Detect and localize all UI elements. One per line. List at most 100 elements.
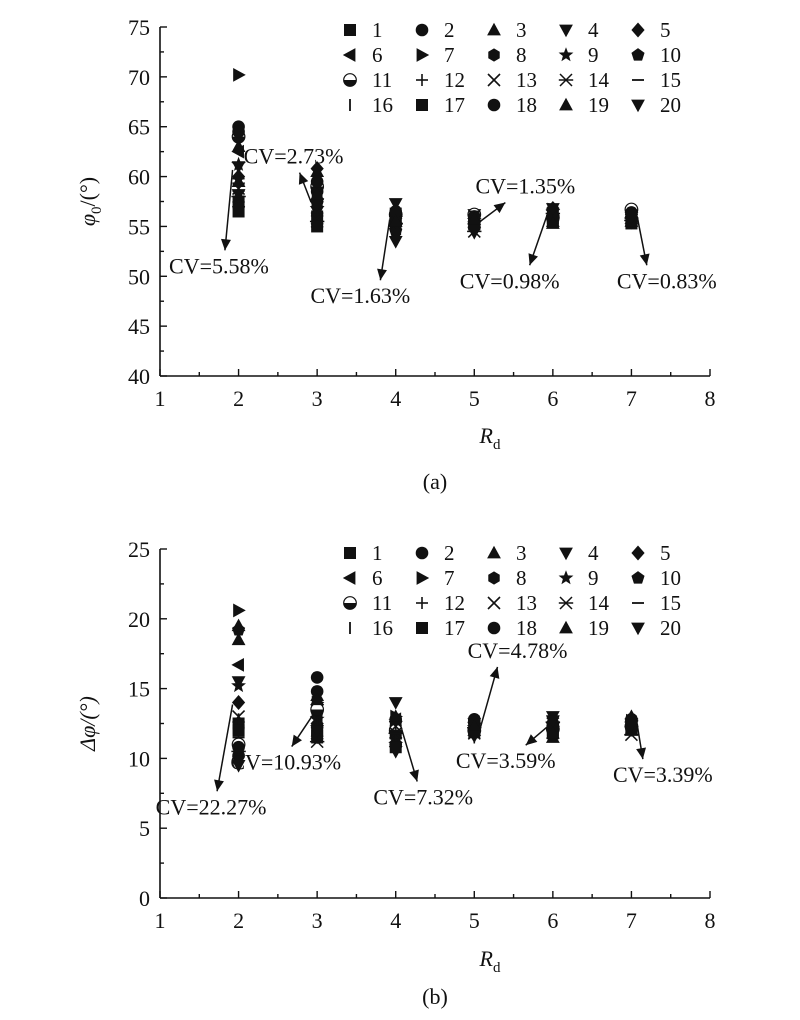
data-point-series-18 <box>232 740 245 754</box>
legend-label: 14 <box>588 68 610 92</box>
legend-label: 15 <box>660 68 681 92</box>
data-point-series-7 <box>233 603 246 618</box>
data-point-series-4 <box>388 697 403 710</box>
cv-label: CV=5.58% <box>169 253 269 278</box>
legend-label: 11 <box>372 68 392 92</box>
cv-label: CV=0.83% <box>617 268 717 293</box>
x-tick-label: 5 <box>469 386 480 411</box>
legend-label: 6 <box>372 43 383 67</box>
x-tick-label: 7 <box>626 908 637 933</box>
legend-item: 15 <box>632 591 681 615</box>
x-tick-label: 8 <box>705 386 716 411</box>
x-axis-title: Rd <box>479 946 501 976</box>
legend-marker <box>559 547 573 561</box>
legend-item: 14 <box>558 68 610 92</box>
legend-label: 11 <box>372 591 392 615</box>
legend-item: 8 <box>488 43 527 67</box>
legend-item: 18 <box>487 616 537 640</box>
legend-label: 8 <box>516 566 527 590</box>
data-point-series-19 <box>310 187 325 200</box>
legend-marker <box>342 48 356 62</box>
y-tick-label: 45 <box>128 314 150 339</box>
legend-marker <box>416 48 430 62</box>
legend-marker <box>558 596 574 610</box>
legend-marker <box>415 546 429 560</box>
cv-annotation: CV=1.35% <box>475 174 575 222</box>
data-point-series-17 <box>311 220 324 233</box>
legend-item: 9 <box>558 566 599 590</box>
legend-item: 4 <box>559 18 599 42</box>
cv-label: CV=10.93% <box>230 750 341 775</box>
data-point-series-20 <box>624 719 639 733</box>
legend-label: 13 <box>516 591 537 615</box>
legend-label: 3 <box>516 18 527 42</box>
y-tick-label: 70 <box>128 65 150 90</box>
data-point-series-20 <box>624 212 639 225</box>
legend-label: 9 <box>588 566 599 590</box>
cv-label: CV=1.63% <box>310 283 410 308</box>
legend-item: 4 <box>559 541 599 565</box>
cv-arrowhead <box>291 734 302 747</box>
legend-item: 10 <box>631 566 681 590</box>
cv-label: CV=1.35% <box>475 174 575 199</box>
y-tick-label: 0 <box>139 886 150 911</box>
legend-label: 20 <box>660 93 681 117</box>
legend-item: 13 <box>487 591 537 615</box>
legend-marker <box>416 571 430 585</box>
cv-annotation: CV=3.59% <box>456 726 556 773</box>
data-point-series-18 <box>232 125 245 138</box>
panel-tag: (a) <box>423 469 447 494</box>
legend-item: 5 <box>631 18 671 42</box>
cv-annotation: CV=0.83% <box>617 217 717 293</box>
legend-label: 6 <box>372 566 383 590</box>
cv-annotation: CV=4.78% <box>468 638 567 729</box>
legend-label: 7 <box>444 43 455 67</box>
data-point-series-19 <box>231 618 246 632</box>
data-point-series-20 <box>388 746 403 759</box>
data-point-series-5 <box>310 161 324 177</box>
data-point-series-7 <box>233 67 246 82</box>
cv-arrow <box>216 704 234 792</box>
legend-marker <box>487 596 501 610</box>
x-tick-label: 7 <box>626 386 637 411</box>
data-point-series-2 <box>310 671 324 684</box>
data-point-series-6 <box>231 657 244 672</box>
cv-annotation: CV=2.73% <box>244 144 343 203</box>
legend-item: 11 <box>343 591 392 615</box>
data-point-series-4 <box>231 759 246 773</box>
cv-annotation: CV=22.27% <box>156 704 266 819</box>
x-tick-label: 2 <box>233 386 244 411</box>
cv-annotation: CV=3.39% <box>613 726 713 787</box>
x-tick-label: 1 <box>155 386 166 411</box>
legend-label: 20 <box>660 616 681 640</box>
legend-marker <box>487 545 501 559</box>
legend-item: 19 <box>559 93 609 117</box>
cv-arrowhead <box>298 172 309 185</box>
data-point-series-19 <box>545 726 560 739</box>
y-tick-label: 15 <box>128 677 150 702</box>
data-point-series-20 <box>231 676 246 689</box>
legend-marker <box>487 22 501 36</box>
y-tick-label: 55 <box>128 214 150 239</box>
legend-item: 17 <box>416 93 465 117</box>
data-point-series-20 <box>545 715 560 728</box>
x-tick-label: 3 <box>312 908 323 933</box>
cv-arrowhead <box>636 747 647 760</box>
data-point-series-19 <box>310 692 325 706</box>
legend-label: 3 <box>516 541 527 565</box>
data-point-series-18 <box>389 205 403 218</box>
y-tick-label: 25 <box>128 537 150 562</box>
data-point-series-20 <box>310 725 325 738</box>
data-point-series-14 <box>388 726 403 740</box>
legend-marker <box>631 622 645 636</box>
legend-marker <box>344 547 356 559</box>
y-tick-label: 60 <box>128 165 150 190</box>
x-tick-label: 5 <box>469 908 480 933</box>
x-tick-label: 1 <box>155 908 166 933</box>
legend-marker <box>631 99 645 113</box>
data-point-series-17 <box>232 724 245 737</box>
legend-marker <box>415 23 429 37</box>
legend-label: 4 <box>588 541 599 565</box>
legend-label: 5 <box>660 18 671 42</box>
